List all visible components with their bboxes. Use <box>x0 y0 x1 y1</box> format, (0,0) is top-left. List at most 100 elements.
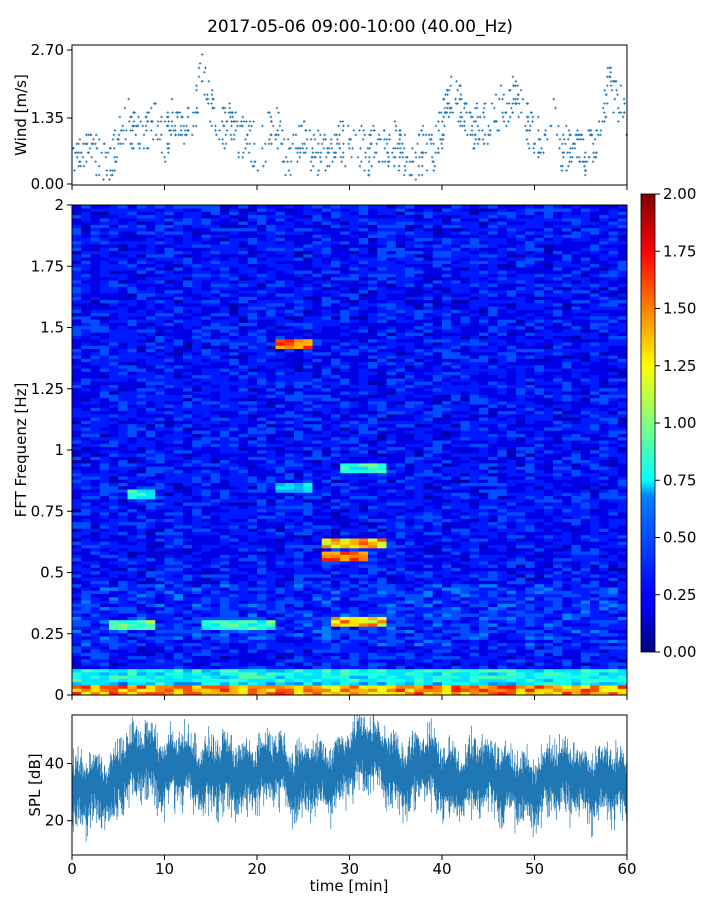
spectrogram-cell <box>405 603 415 608</box>
spectrogram-cell <box>192 459 202 464</box>
spectrogram-cell <box>497 593 508 598</box>
spectrogram-cell <box>109 391 119 395</box>
spectrogram-cell <box>72 580 91 585</box>
spectrogram-cell <box>192 659 230 663</box>
spectrogram-cell <box>127 512 138 516</box>
spectrogram-cell <box>479 583 498 588</box>
spectrogram-cell <box>525 639 535 644</box>
spectrogram-cell <box>109 619 119 624</box>
spectrogram-cell <box>580 564 591 568</box>
wind-point <box>141 124 144 128</box>
spectrogram-cell <box>386 404 397 408</box>
wind-point <box>512 97 515 101</box>
spectrogram-cell <box>275 502 304 506</box>
spectrogram-cell <box>442 623 452 627</box>
spectrogram-cell <box>516 538 526 542</box>
spectrogram-cell <box>275 414 304 418</box>
spectrogram-cell <box>608 512 619 516</box>
spectrogram-cell <box>534 436 545 441</box>
spectrogram-cell <box>534 466 545 470</box>
spectrogram-cell <box>90 655 110 660</box>
wind-point <box>129 142 132 145</box>
wind-point <box>278 124 282 128</box>
wind-point <box>424 133 428 137</box>
spectrogram-cell <box>571 603 591 608</box>
spectrogram-cell <box>534 655 554 660</box>
spectrogram-cell <box>340 642 360 647</box>
spectrogram-cell <box>590 603 600 608</box>
spectrogram-cell <box>377 534 387 539</box>
spectrogram-cell <box>192 672 202 676</box>
spectrogram-cell <box>257 580 267 585</box>
spectrogram-cell <box>451 381 471 385</box>
spectrogram-cell <box>155 623 165 627</box>
spectrogram-cell <box>155 675 165 679</box>
spectrogram-cell <box>81 492 101 497</box>
wind-point <box>336 138 339 141</box>
spectrogram-cell <box>81 662 101 666</box>
spectrogram-cell <box>395 652 415 657</box>
spectrogram-cell <box>553 436 563 441</box>
spectrogram-cell <box>340 401 350 405</box>
spectrogram-cell <box>368 652 378 657</box>
spectrogram-cell <box>220 479 230 483</box>
spectrogram-cell <box>192 583 202 588</box>
spectrogram-cell <box>201 479 212 483</box>
spectrogram-cell <box>257 414 267 418</box>
spectrogram-cell <box>386 381 397 385</box>
spectrogram-cell <box>210 397 221 402</box>
spectrogram-cell <box>192 590 202 595</box>
wind-point <box>369 129 373 132</box>
wind-point <box>204 66 207 70</box>
spectrogram-cell <box>146 587 156 591</box>
wind-point <box>584 151 587 154</box>
spectrogram-cell <box>303 603 313 608</box>
spectrogram-cell <box>321 427 332 431</box>
spectrogram-cell <box>155 420 165 425</box>
spectrogram-cell <box>90 587 101 591</box>
spectrogram-cell <box>303 453 313 457</box>
spectrogram-cell <box>275 466 286 470</box>
spectrogram-cell <box>266 681 276 686</box>
spectrogram-cell <box>506 665 517 670</box>
spectrogram-cell <box>571 492 582 497</box>
spectrogram-cell <box>442 394 452 399</box>
spectrogram-cell <box>275 691 286 696</box>
spectrogram-cell <box>395 525 406 529</box>
wind-point <box>117 133 121 137</box>
spectrogram-cell <box>192 567 202 572</box>
spectrogram-cell <box>81 577 110 581</box>
spectrogram-cell <box>275 587 286 591</box>
spectrogram-cell <box>284 603 295 608</box>
spectrogram-cell <box>469 662 480 666</box>
spectrogram-cell <box>451 649 461 653</box>
spectrogram-cell <box>469 590 489 595</box>
wind-point <box>224 142 228 145</box>
wind-point <box>496 129 499 132</box>
spectrogram-cell <box>266 564 276 568</box>
spectrogram-cell <box>331 508 341 513</box>
wind-point <box>194 111 197 114</box>
spectrogram-cell <box>266 502 276 506</box>
spectrogram-cell <box>136 499 147 503</box>
spectrogram-cell <box>516 378 526 382</box>
spectrogram-cell <box>127 407 138 412</box>
spectrogram-cell <box>192 646 202 650</box>
spectrogram-cell <box>543 404 554 408</box>
wind-point <box>432 142 435 145</box>
spectrogram-cell <box>506 534 526 539</box>
spectrogram-cell <box>442 378 452 382</box>
spectrogram-cell <box>571 629 582 634</box>
spectrogram-cell <box>192 397 202 402</box>
spectrogram-cell <box>127 668 138 673</box>
spectrogram-cell <box>571 597 591 601</box>
spectrogram-cell <box>553 515 563 519</box>
spectrogram-cell <box>460 600 471 604</box>
spectrogram-cell <box>303 479 313 483</box>
spectrogram-cell <box>312 401 341 405</box>
spectrogram-cell <box>284 469 304 474</box>
spectrogram-cell <box>155 505 184 510</box>
spectrogram-cell <box>617 423 628 428</box>
spectrogram-cell <box>516 466 535 470</box>
spectrogram-cell <box>516 456 526 461</box>
